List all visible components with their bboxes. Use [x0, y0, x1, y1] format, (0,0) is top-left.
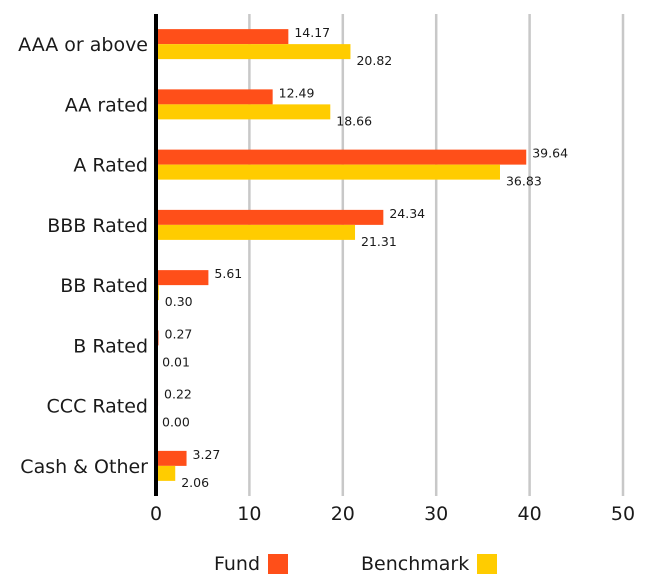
x-tick-labels: 0 10 20 30 40 50: [150, 503, 635, 525]
category-label: CCC Rated: [47, 396, 148, 418]
data-label-fund: 0.22: [164, 387, 192, 402]
data-label-benchmark: 0.30: [165, 294, 193, 309]
data-label-benchmark: 20.82: [356, 53, 392, 68]
category-label: BBB Rated: [47, 215, 148, 237]
category-label: AA rated: [65, 94, 148, 116]
bar-benchmark: [156, 44, 351, 60]
data-labels: 14.17 20.82 12.49 18.66 39.64 36.83 24.34 21.31…: [162, 25, 568, 490]
data-label-fund: 0.27: [165, 326, 193, 341]
legend-swatch-benchmark: [477, 554, 498, 574]
x-tick-label: 10: [237, 503, 261, 525]
category-label: BB Rated: [60, 275, 148, 297]
data-label-benchmark: 0.00: [162, 415, 190, 430]
category-label: AAA or above: [18, 34, 148, 56]
x-tick-label: 30: [424, 503, 448, 525]
bar-benchmark: [156, 104, 331, 120]
category-label: B Rated: [73, 335, 148, 357]
x-tick-label: 20: [331, 503, 355, 525]
data-label-fund: 24.34: [389, 206, 425, 221]
data-label-fund: 12.49: [279, 85, 315, 100]
bar-fund: [156, 89, 273, 105]
bars: [156, 29, 527, 481]
category-labels: AAA or above AA rated A Rated BBB Rated BB R…: [18, 34, 148, 478]
bar-fund: [156, 450, 187, 466]
data-label-fund: 39.64: [532, 146, 568, 161]
data-label-benchmark: 2.06: [181, 475, 209, 490]
legend-item-fund: Fund: [214, 553, 289, 575]
data-label-fund: 3.27: [193, 447, 221, 462]
legend-label-fund: Fund: [214, 553, 261, 575]
x-tick-label: 40: [518, 503, 542, 525]
category-label: A Rated: [73, 155, 148, 177]
bar-benchmark: [156, 465, 176, 481]
data-label-fund: 5.61: [214, 266, 242, 281]
legend-item-benchmark: Benchmark: [361, 553, 498, 575]
bar-benchmark: [156, 164, 500, 180]
data-label-fund: 14.17: [294, 25, 330, 40]
gridlines: [248, 14, 625, 496]
category-label: Cash & Other: [20, 456, 148, 478]
legend-swatch-fund: [268, 554, 289, 574]
bar-fund: [156, 29, 289, 45]
data-label-benchmark: 21.31: [361, 234, 397, 249]
x-tick-label: 0: [150, 503, 162, 525]
x-tick-label: 50: [611, 503, 635, 525]
data-label-benchmark: 36.83: [506, 174, 542, 189]
legend-label-benchmark: Benchmark: [361, 553, 470, 575]
data-label-benchmark: 18.66: [336, 113, 372, 128]
bar-fund: [156, 209, 384, 225]
bar-fund: [156, 149, 527, 165]
data-label-benchmark: 0.01: [162, 354, 190, 369]
bar-fund: [156, 270, 209, 286]
bar-benchmark: [156, 224, 356, 240]
bar-chart: 14.17 20.82 12.49 18.66 39.64 36.83 24.34 21.31…: [18, 14, 635, 525]
